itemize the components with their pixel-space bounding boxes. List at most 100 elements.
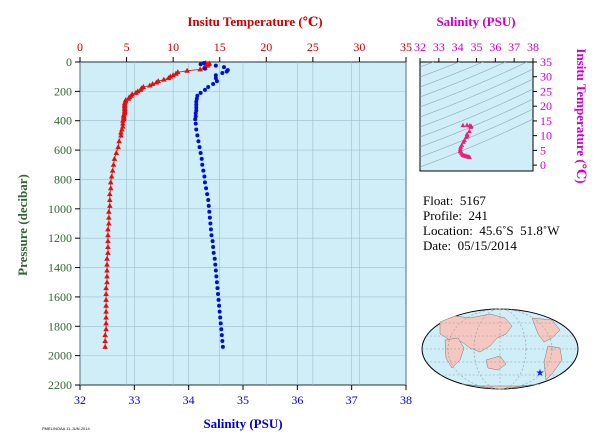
africa-landmass xyxy=(444,337,465,369)
ts-point xyxy=(463,134,469,139)
salinity-point xyxy=(199,156,204,161)
density-contour xyxy=(420,108,533,158)
salinity-point xyxy=(219,327,224,332)
pressure-axis-ticks: 0 200 400 600 800 1000 1200 1400 1600 1800 2000 220… xyxy=(48,55,80,392)
salinity-point xyxy=(194,102,199,107)
ts-point xyxy=(458,144,464,149)
salinity-point xyxy=(206,198,211,203)
temperature-point xyxy=(102,337,108,343)
salinity-point xyxy=(208,221,213,226)
salinity-point xyxy=(198,62,203,67)
temperature-point xyxy=(133,89,139,95)
temperature-point xyxy=(104,267,110,273)
footer-credit: PMEL/NOAA 11-JUN-2014 xyxy=(42,426,90,431)
temperature-point xyxy=(104,255,110,261)
salinity-point xyxy=(193,111,198,116)
temperature-point xyxy=(161,76,167,82)
salinity-point xyxy=(218,315,223,320)
temperature-point xyxy=(120,117,126,123)
temperature-point xyxy=(107,191,113,197)
ts-temperature-tick-label: 15 xyxy=(540,114,552,128)
ts-temperature-axis-label: Insitu Temperature (℃) xyxy=(574,48,589,183)
salinity-point xyxy=(202,180,207,185)
temperature-tick-label: 15 xyxy=(214,40,226,54)
ts-temperature-tick-label: 5 xyxy=(540,143,546,157)
temperature-axis-ticks: 0 5 10 15 20 25 30 35 xyxy=(77,40,412,62)
salinity-point xyxy=(193,117,198,122)
temperature-point xyxy=(106,214,112,220)
ts-salinity-tick-label: 38 xyxy=(527,40,539,54)
profile-date: Date: 05/15/2014 xyxy=(423,238,517,253)
temperature-point xyxy=(115,144,121,150)
salinity-point xyxy=(213,63,218,68)
salinity-point xyxy=(197,145,202,150)
temperature-point xyxy=(103,290,109,296)
ts-point xyxy=(464,122,470,127)
salinity-axis-ticks: 32 33 34 35 36 37 38 xyxy=(74,385,412,407)
salinity-point xyxy=(212,256,217,261)
temperature-point xyxy=(110,161,117,167)
pressure-tick-label: 1600 xyxy=(48,290,72,304)
temperature-point xyxy=(105,249,111,255)
density-contour xyxy=(420,78,533,128)
temperature-point xyxy=(120,120,126,126)
temperature-point xyxy=(113,150,120,156)
temperature-point xyxy=(109,167,116,173)
temperature-point xyxy=(103,314,109,320)
salinity-point xyxy=(204,186,209,191)
pressure-tick-label: 2200 xyxy=(48,378,72,392)
salinity-point xyxy=(198,90,203,95)
australia-landmass xyxy=(485,355,507,371)
density-contour xyxy=(420,62,507,98)
pressure-tick-label: 1400 xyxy=(48,261,72,275)
ts-temperature-tick-label: 10 xyxy=(540,129,552,143)
temperature-point xyxy=(120,123,126,129)
salinity-point xyxy=(213,262,218,267)
ts-salinity-tick-label: 36 xyxy=(489,40,501,54)
temperature-point xyxy=(119,126,125,132)
temperature-point xyxy=(147,82,153,88)
temperature-point xyxy=(103,296,109,302)
pressure-axis-label: Pressure (decibar) xyxy=(15,174,30,276)
temperature-point xyxy=(197,66,203,72)
temperature-point xyxy=(105,238,111,244)
salinity-point xyxy=(220,344,225,349)
density-contour xyxy=(420,68,533,118)
main-profile-panel: 0 5 10 15 20 25 30 35 32 33 34 35 36 37 38 0 200 400 600… xyxy=(15,14,412,431)
salinity-point xyxy=(214,280,219,285)
salinity-tick-label: 34 xyxy=(183,393,195,407)
salinity-point xyxy=(200,162,205,167)
temperature-point xyxy=(106,220,112,226)
temperature-tick-label: 5 xyxy=(124,40,130,54)
ts-salinity-tick-label: 34 xyxy=(452,40,464,54)
salinity-point xyxy=(210,239,215,244)
salinity-tick-label: 35 xyxy=(237,393,249,407)
temperature-point xyxy=(153,79,160,85)
map-graticule xyxy=(422,308,578,390)
temperature-point xyxy=(105,232,111,238)
density-contour xyxy=(420,62,484,88)
salinity-point xyxy=(221,65,226,70)
salinity-tick-label: 37 xyxy=(346,393,358,407)
pressure-tick-label: 200 xyxy=(54,84,72,98)
ts-point xyxy=(466,128,472,134)
salinity-point xyxy=(195,133,200,138)
ts-salinity-tick-label: 33 xyxy=(433,40,445,54)
salinity-point xyxy=(214,79,219,84)
ts-temperature-tick-label: 30 xyxy=(540,70,552,84)
ts-salinity-axis-label: Salinity (PSU) xyxy=(436,14,515,29)
salinity-point xyxy=(205,192,210,197)
temperature-axis-label: Insitu Temperature (℃) xyxy=(187,14,322,29)
ts-salinity-tick-label: 37 xyxy=(508,40,520,54)
ts-salinity-ticks: 32 33 34 35 36 37 38 xyxy=(414,40,539,62)
temperature-point xyxy=(108,173,115,179)
temperature-point xyxy=(103,302,109,308)
ts-point xyxy=(467,154,472,159)
salinity-point xyxy=(201,168,206,173)
ts-density-contours xyxy=(420,62,533,168)
temperature-point xyxy=(107,185,114,191)
temperature-tick-label: 0 xyxy=(77,40,83,54)
ts-temperature-tick-label: 0 xyxy=(540,158,546,172)
temperature-point xyxy=(111,155,118,161)
